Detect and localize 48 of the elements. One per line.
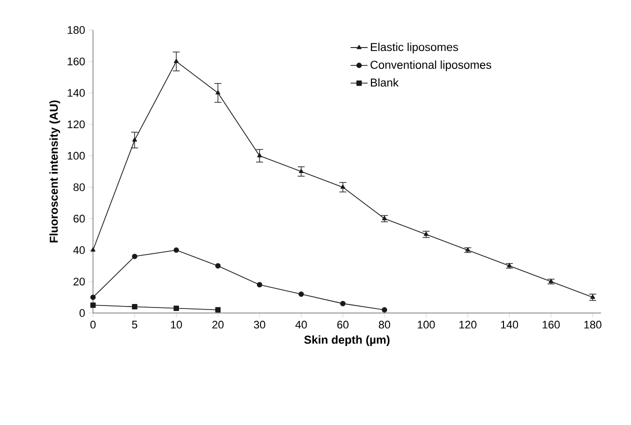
- x-tick-label: 60: [337, 320, 348, 329]
- x-tick-label: 10: [171, 320, 182, 329]
- y-tick-label: 60: [74, 214, 85, 223]
- point: [90, 302, 96, 308]
- point: [174, 247, 179, 253]
- x-tick-label: 140: [501, 320, 518, 329]
- point: [174, 58, 179, 63]
- y-tick-label: 80: [74, 183, 85, 192]
- y-tick-label: 20: [74, 278, 85, 286]
- point: [340, 184, 346, 189]
- y-tick-label: 120: [68, 120, 85, 128]
- x-tick-label: 5: [132, 320, 138, 328]
- point: [174, 306, 179, 311]
- point: [298, 291, 304, 297]
- y-tick-label: 140: [68, 89, 85, 97]
- x-tick-label: 180: [584, 320, 602, 329]
- x-tick-label: 100: [418, 320, 435, 329]
- point: [132, 137, 138, 142]
- y-axis-title: Fluoroscent intensity (AU): [49, 100, 60, 242]
- y-tick-label: 160: [68, 58, 85, 66]
- x-tick-label: 20: [212, 320, 224, 329]
- point: [340, 300, 346, 306]
- point: [382, 307, 388, 313]
- x-tick-label: 80: [378, 320, 390, 329]
- x-axis-title: Skin depth (µm): [304, 335, 390, 346]
- point: [90, 294, 96, 300]
- point: [257, 153, 262, 158]
- x-tick-label: 0: [90, 320, 96, 329]
- point: [132, 254, 138, 260]
- y-tick-label: 180: [68, 26, 85, 34]
- y-tick-label: 0: [80, 309, 85, 317]
- point: [215, 307, 221, 313]
- legend-label: Blank: [370, 78, 399, 87]
- point: [90, 247, 96, 252]
- point: [298, 168, 304, 174]
- y-tick-label: 40: [73, 246, 85, 254]
- point: [215, 263, 221, 269]
- point: [132, 304, 138, 310]
- y-tick-label: 100: [68, 152, 85, 160]
- legend-label: Conventional liposomes: [370, 60, 492, 72]
- legend-label: Elastic liposomes: [370, 42, 458, 54]
- point: [216, 90, 220, 94]
- x-tick-label: 160: [542, 320, 560, 329]
- point: [256, 282, 262, 288]
- x-tick-label: 40: [295, 320, 307, 329]
- x-tick-label: 30: [254, 320, 266, 329]
- point: [424, 232, 429, 236]
- x-tick-label: 120: [459, 320, 476, 329]
